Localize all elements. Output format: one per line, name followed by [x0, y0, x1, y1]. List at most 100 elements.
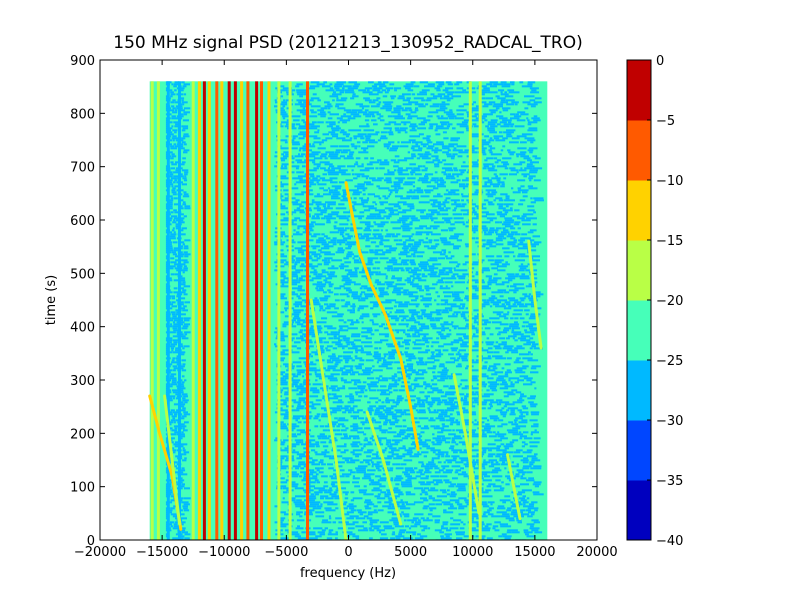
heatmap-cell	[409, 221, 413, 224]
heatmap-cell	[441, 465, 450, 468]
heatmap-cell	[181, 501, 189, 504]
heatmap-cell	[482, 365, 487, 368]
heatmap-cell	[375, 287, 378, 290]
heatmap-cell	[318, 489, 328, 492]
heatmap-cell	[443, 367, 447, 370]
heatmap-cell	[301, 441, 304, 444]
heatmap-cell	[378, 271, 381, 274]
heatmap-cell	[182, 169, 189, 172]
heatmap-cell	[385, 87, 394, 90]
heatmap-cell	[276, 481, 288, 484]
heatmap-cell	[497, 289, 506, 292]
heatmap-cell	[453, 299, 463, 302]
heatmap-cell	[402, 93, 411, 96]
heatmap-cell	[386, 489, 392, 492]
heatmap-cell	[451, 439, 455, 442]
heatmap-cell	[414, 513, 424, 516]
heatmap-cell	[533, 423, 539, 426]
heatmap-cell	[294, 439, 304, 442]
heatmap-cell	[307, 345, 314, 348]
heatmap-cell	[324, 527, 328, 530]
heatmap-cell	[432, 371, 436, 374]
heatmap-cell	[320, 247, 330, 250]
heatmap-cell	[419, 535, 428, 538]
heatmap-cell	[328, 131, 336, 134]
heatmap-cell	[425, 397, 428, 400]
heatmap-cell	[303, 361, 307, 364]
heatmap-cell	[376, 113, 381, 116]
heatmap-cell	[527, 359, 539, 362]
heatmap-cell	[171, 229, 175, 232]
heatmap-cell	[442, 327, 450, 330]
heatmap-cell	[182, 397, 186, 400]
heatmap-cell	[407, 281, 414, 284]
heatmap-cell	[300, 389, 307, 392]
heatmap-cell	[284, 263, 290, 266]
heatmap-cell	[337, 419, 349, 422]
heatmap-cell	[505, 197, 510, 200]
heatmap-cell	[418, 481, 425, 484]
heatmap-cell	[345, 493, 348, 496]
heatmap-cell	[337, 449, 341, 452]
heatmap-cell	[410, 111, 417, 114]
heatmap-cell	[173, 369, 176, 372]
heatmap-cell	[478, 319, 489, 322]
heatmap-cell	[434, 519, 440, 522]
heatmap-cell	[431, 149, 442, 152]
heatmap-cell	[350, 471, 356, 474]
heatmap-cell	[382, 95, 388, 98]
heatmap-cell	[383, 245, 392, 248]
heatmap-cell	[340, 379, 347, 382]
heatmap-cell	[449, 499, 460, 502]
heatmap-cell	[369, 113, 375, 116]
heatmap-cell	[500, 125, 510, 128]
heatmap-cell	[291, 321, 294, 324]
heatmap-cell	[406, 395, 416, 398]
heatmap-cell	[417, 357, 424, 360]
heatmap-cell	[320, 459, 324, 462]
heatmap-cell	[386, 367, 393, 370]
heatmap-cell	[423, 269, 434, 272]
heatmap-cell	[482, 449, 487, 452]
heatmap-cell	[376, 97, 381, 100]
heatmap-cell	[521, 255, 530, 258]
heatmap-cell	[460, 343, 468, 346]
heatmap-cell	[332, 91, 336, 94]
heatmap-cell	[340, 407, 349, 410]
heatmap-cell	[487, 129, 496, 132]
heatmap-cell	[435, 353, 444, 356]
heatmap-cell	[487, 501, 495, 504]
heatmap-cell	[424, 285, 430, 288]
heatmap-cell	[325, 347, 328, 350]
heatmap-cell	[401, 483, 412, 486]
heatmap-cell	[383, 81, 389, 84]
heatmap-cell	[338, 181, 345, 184]
heatmap-cell	[330, 239, 337, 242]
heatmap-cell	[413, 267, 419, 270]
heatmap-cell	[403, 249, 408, 252]
heatmap-cell	[517, 379, 524, 382]
heatmap-cell	[434, 171, 438, 174]
heatmap-cell	[411, 93, 416, 96]
heatmap-cell	[324, 303, 329, 306]
heatmap-cell	[284, 303, 289, 306]
heatmap-cell	[505, 475, 513, 478]
heatmap-cell	[426, 185, 436, 188]
heatmap-cell	[350, 113, 360, 116]
heatmap-cell	[447, 123, 453, 126]
heatmap-cell	[440, 229, 448, 232]
heatmap-cell	[295, 527, 304, 530]
heatmap-cell	[180, 423, 185, 426]
heatmap-cell	[317, 273, 323, 276]
heatmap-cell	[380, 491, 387, 494]
heatmap-cell	[453, 167, 458, 170]
heatmap-cell	[307, 215, 311, 218]
heatmap-cell	[458, 507, 465, 510]
heatmap-cell	[378, 415, 388, 418]
heatmap-cell	[332, 237, 337, 240]
heatmap-cell	[357, 529, 369, 532]
heatmap-cell	[437, 183, 445, 186]
heatmap-cell	[391, 533, 396, 536]
heatmap-cell	[477, 375, 489, 378]
heatmap-cell	[400, 269, 405, 272]
